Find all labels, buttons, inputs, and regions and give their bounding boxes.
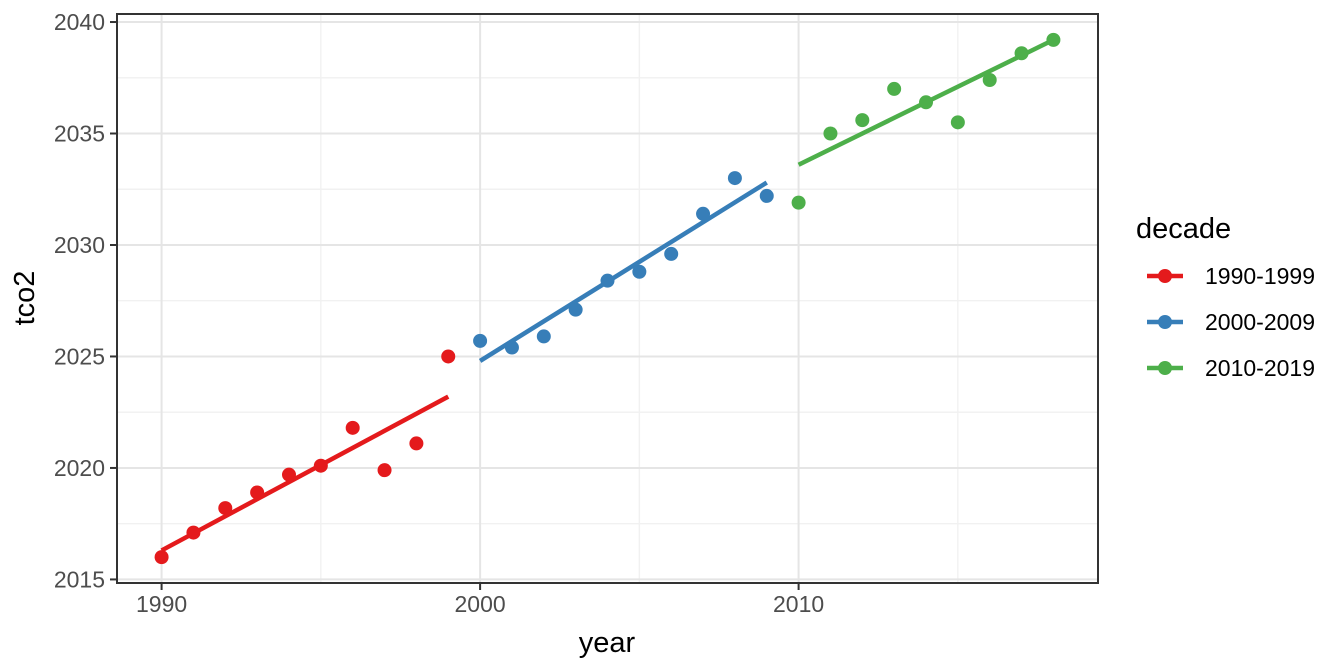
series-2010-2019 — [791, 32, 1061, 210]
legend-key-point — [1158, 361, 1172, 375]
legend-item: 2000-2009 — [1147, 309, 1315, 335]
legend-key-point — [1158, 269, 1172, 283]
data-point — [313, 458, 328, 473]
data-point — [600, 273, 615, 288]
legend-title: decade — [1136, 213, 1231, 245]
y-axis-title: tco2 — [9, 271, 41, 326]
data-point — [632, 264, 647, 279]
y-tick-label: 2020 — [54, 455, 105, 481]
data-point — [950, 115, 965, 130]
data-point — [250, 485, 265, 500]
y-tick-label: 2035 — [54, 121, 105, 147]
legend-label: 2010-2019 — [1205, 355, 1315, 381]
data-point — [377, 463, 392, 478]
x-axis-title: year — [579, 627, 636, 659]
data-point — [982, 72, 997, 87]
data-point — [1014, 46, 1029, 61]
data-point — [345, 420, 360, 435]
y-tick-label: 2015 — [54, 566, 105, 592]
x-tick-label: 2010 — [773, 591, 824, 617]
data-point — [823, 126, 838, 141]
legend-key-point — [1158, 315, 1172, 329]
y-axis: 2015 2020 2025 2030 2035 2040 — [54, 9, 117, 592]
data-point — [568, 302, 583, 317]
data-point — [473, 333, 488, 348]
y-tick-label: 2030 — [54, 232, 105, 258]
gridlines-major — [117, 14, 1098, 583]
data-point — [887, 81, 902, 96]
data-point — [441, 349, 456, 364]
data-point — [855, 113, 870, 128]
x-tick-label: 2000 — [455, 591, 506, 617]
legend: decade 1990-1999 2000-2009 2010-2019 — [1136, 213, 1315, 381]
data-point — [536, 329, 551, 344]
data-point — [919, 95, 934, 110]
trend-line — [478, 180, 768, 363]
gridlines-minor — [117, 14, 1098, 583]
x-axis: 1990 2000 2010 — [136, 583, 824, 617]
legend-item: 1990-1999 — [1147, 263, 1315, 289]
data-point — [664, 246, 679, 261]
y-tick-label: 2040 — [54, 9, 105, 35]
panel-border — [116, 13, 1099, 584]
data-point — [186, 525, 201, 540]
data-point — [409, 436, 424, 451]
data-point — [218, 501, 233, 516]
trend-line — [160, 394, 450, 553]
y-tick-label: 2025 — [54, 343, 105, 369]
data-point — [154, 550, 169, 565]
data-point — [281, 467, 296, 482]
data-point — [791, 195, 806, 210]
legend-item: 2010-2019 — [1147, 355, 1315, 381]
x-tick-label: 1990 — [136, 591, 187, 617]
data-series-layer — [154, 32, 1061, 565]
data-point — [759, 188, 774, 203]
series-2000-2009 — [473, 171, 774, 363]
data-point — [727, 171, 742, 186]
legend-label: 1990-1999 — [1205, 263, 1315, 289]
data-point — [504, 340, 519, 355]
legend-label: 2000-2009 — [1205, 309, 1315, 335]
data-point — [696, 206, 711, 221]
data-point — [1046, 32, 1061, 47]
series-1990-1999 — [154, 349, 456, 565]
